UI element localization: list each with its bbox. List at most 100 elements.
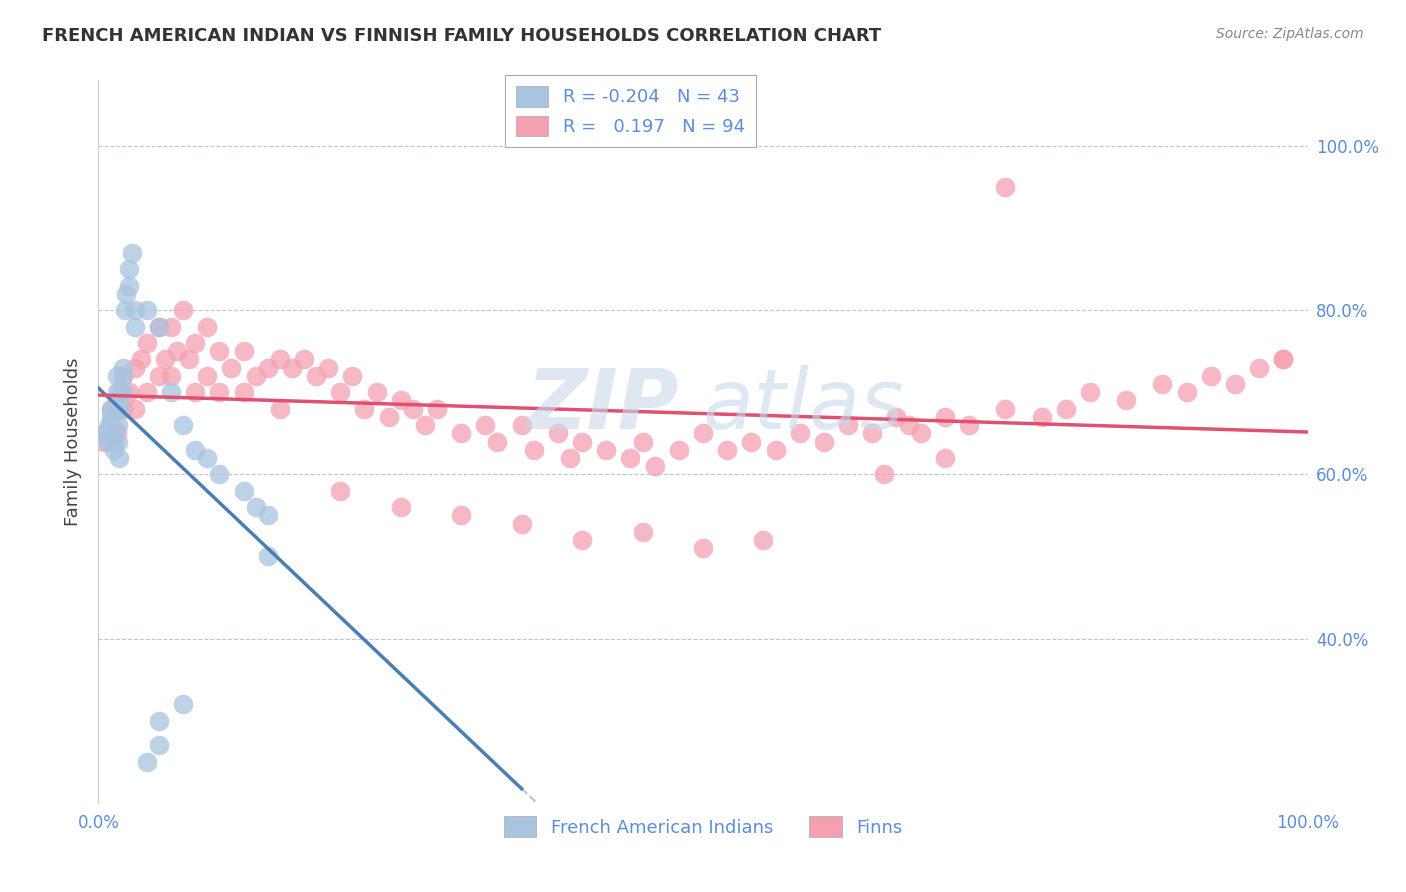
Point <box>172 303 194 318</box>
Legend: French American Indians, Finns: French American Indians, Finns <box>496 809 910 845</box>
Point <box>668 442 690 457</box>
Point <box>135 303 157 318</box>
Point <box>135 755 157 769</box>
Point <box>571 434 593 449</box>
Point <box>1115 393 1137 408</box>
Point <box>595 442 617 457</box>
Point <box>184 442 207 457</box>
Point <box>474 418 496 433</box>
Point <box>716 442 738 457</box>
Point <box>886 409 908 424</box>
Point <box>160 319 183 334</box>
Text: atlas: atlas <box>703 365 904 446</box>
Text: ZIP: ZIP <box>526 365 679 446</box>
Point <box>101 426 124 441</box>
Point <box>1078 385 1101 400</box>
Point <box>124 360 146 375</box>
Point <box>752 533 775 547</box>
Point <box>256 360 278 375</box>
Point <box>195 368 218 383</box>
Point <box>366 385 388 400</box>
Point <box>108 401 131 416</box>
Point <box>510 418 533 433</box>
Point <box>105 385 128 400</box>
Point <box>111 385 134 400</box>
Point <box>860 426 883 441</box>
Point <box>195 450 218 465</box>
Point <box>1031 409 1053 424</box>
Point <box>631 524 654 539</box>
Point <box>402 401 425 416</box>
Point <box>377 409 399 424</box>
Point <box>160 368 183 383</box>
Point <box>644 459 666 474</box>
Point <box>1175 385 1198 400</box>
Point <box>93 426 115 441</box>
Point <box>160 385 183 400</box>
Point <box>245 368 267 383</box>
Point <box>96 426 118 441</box>
Point <box>111 368 134 383</box>
Point <box>837 418 859 433</box>
Point <box>179 352 201 367</box>
Point <box>107 418 129 433</box>
Point <box>631 434 654 449</box>
Point <box>789 426 811 441</box>
Point <box>256 549 278 564</box>
Point <box>105 368 128 383</box>
Point <box>184 336 207 351</box>
Point <box>934 450 956 465</box>
Point <box>329 483 352 498</box>
Point <box>115 286 138 301</box>
Point <box>269 352 291 367</box>
Point <box>118 262 141 277</box>
Point <box>305 368 328 383</box>
Point <box>98 418 121 433</box>
Point <box>232 483 254 498</box>
Point <box>208 385 231 400</box>
Point <box>292 352 315 367</box>
Point <box>148 739 170 753</box>
Point <box>510 516 533 531</box>
Point <box>195 319 218 334</box>
Point <box>103 434 125 449</box>
Point <box>1152 377 1174 392</box>
Point <box>232 344 254 359</box>
Point <box>108 450 131 465</box>
Point <box>148 714 170 728</box>
Point <box>389 500 412 515</box>
Point <box>100 401 122 416</box>
Point <box>256 508 278 523</box>
Point <box>232 385 254 400</box>
Point <box>148 368 170 383</box>
Point <box>269 401 291 416</box>
Point <box>172 418 194 433</box>
Point <box>100 401 122 416</box>
Point <box>353 401 375 416</box>
Point <box>111 360 134 375</box>
Point <box>389 393 412 408</box>
Point <box>148 319 170 334</box>
Point <box>208 467 231 482</box>
Point <box>558 450 581 465</box>
Point <box>1272 352 1295 367</box>
Point <box>135 385 157 400</box>
Point <box>813 434 835 449</box>
Point <box>108 385 131 400</box>
Point <box>571 533 593 547</box>
Point <box>148 319 170 334</box>
Point <box>897 418 920 433</box>
Point <box>426 401 449 416</box>
Point <box>111 401 134 416</box>
Point <box>121 245 143 260</box>
Point <box>107 434 129 449</box>
Point <box>547 426 569 441</box>
Point <box>105 426 128 441</box>
Point <box>281 360 304 375</box>
Text: FRENCH AMERICAN INDIAN VS FINNISH FAMILY HOUSEHOLDS CORRELATION CHART: FRENCH AMERICAN INDIAN VS FINNISH FAMILY… <box>42 27 882 45</box>
Point <box>166 344 188 359</box>
Point <box>692 541 714 556</box>
Point <box>105 401 128 416</box>
Point <box>135 336 157 351</box>
Point <box>1223 377 1246 392</box>
